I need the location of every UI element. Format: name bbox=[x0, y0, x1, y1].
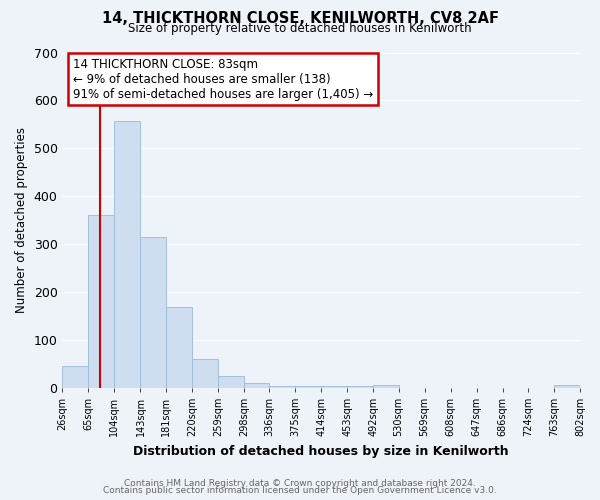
Bar bbox=[166, 308, 192, 388]
X-axis label: Distribution of detached houses by size in Kenilworth: Distribution of detached houses by size … bbox=[133, 444, 509, 458]
Bar bbox=[554, 386, 580, 388]
Bar bbox=[192, 359, 218, 388]
Y-axis label: Number of detached properties: Number of detached properties bbox=[15, 127, 28, 313]
Text: 14, THICKTHORN CLOSE, KENILWORTH, CV8 2AF: 14, THICKTHORN CLOSE, KENILWORTH, CV8 2A… bbox=[101, 11, 499, 26]
Bar bbox=[373, 386, 398, 388]
Bar bbox=[62, 366, 88, 388]
Text: Contains public sector information licensed under the Open Government Licence v3: Contains public sector information licen… bbox=[103, 486, 497, 495]
Bar bbox=[115, 120, 140, 388]
Bar bbox=[347, 386, 373, 388]
Text: Contains HM Land Registry data © Crown copyright and database right 2024.: Contains HM Land Registry data © Crown c… bbox=[124, 478, 476, 488]
Bar bbox=[218, 376, 244, 388]
Bar bbox=[244, 383, 269, 388]
Text: Size of property relative to detached houses in Kenilworth: Size of property relative to detached ho… bbox=[128, 22, 472, 35]
Text: 14 THICKTHORN CLOSE: 83sqm
← 9% of detached houses are smaller (138)
91% of semi: 14 THICKTHORN CLOSE: 83sqm ← 9% of detac… bbox=[73, 58, 373, 100]
Bar bbox=[140, 237, 166, 388]
Bar bbox=[88, 216, 115, 388]
Bar bbox=[321, 386, 347, 388]
Bar bbox=[269, 386, 295, 388]
Bar bbox=[295, 386, 321, 388]
